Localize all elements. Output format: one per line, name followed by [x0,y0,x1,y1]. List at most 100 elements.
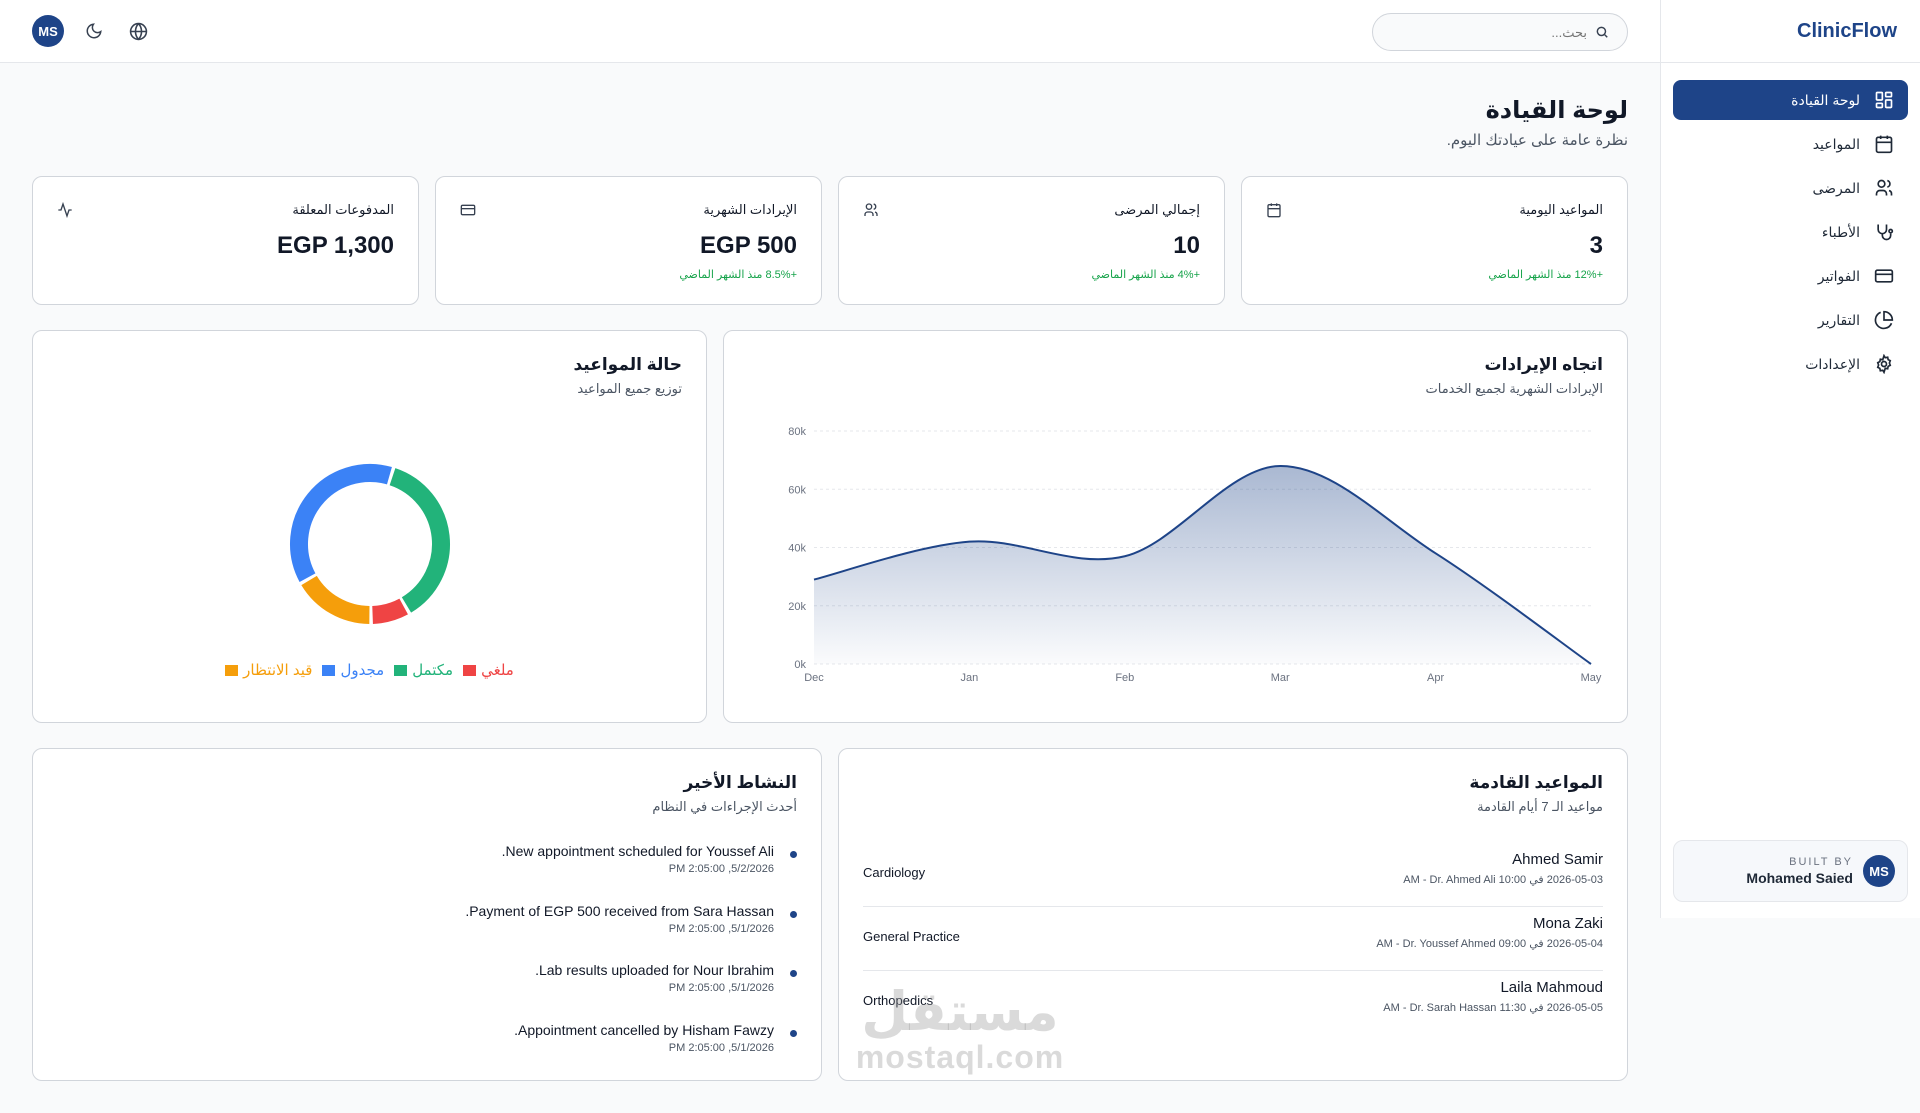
stat-card-monthly-revenue: الإيرادات الشهرية EGP 500 +8.5% منذ الشه… [435,176,822,305]
appointment-row[interactable]: Mona Zaki 2026-05-04 في 09:00 AM - Dr. Y… [863,907,1603,971]
calendar-icon [1875,135,1893,154]
legend-swatch [463,664,477,676]
patient-name: Laila Mahmoud [1500,979,1603,996]
credit-card-icon [1874,269,1894,283]
sidebar-item-appointments[interactable]: المواعيد [1673,124,1908,164]
language-button[interactable] [124,17,152,45]
revenue-title: اتجاه الإيرادات [1484,355,1603,374]
sidebar-item-invoices[interactable]: الفواتير [1673,256,1908,296]
activity-text: Appointment cancelled by Hisham Fawzy. [514,1022,774,1038]
stat-trend: +4% منذ الشهر الماضي [1091,269,1201,281]
appointment-row[interactable]: Ahmed Samir 2026-05-03 في 10:00 AM - Dr.… [863,843,1603,907]
y-tick-label: 60k [788,484,806,496]
globe-icon [129,22,147,40]
pie-chart-icon [1874,310,1894,330]
watermark-arabic: مستقل [861,982,1059,1042]
watermark-latin: mostaql.com [855,1039,1065,1075]
appointment-specialty: General Practice [863,929,960,944]
theme-toggle-button[interactable] [80,17,108,45]
stat-value: 3 [1589,232,1603,259]
revenue-subtitle: الإيرادات الشهرية لجميع الخدمات [1425,381,1604,396]
page-subtitle: نظرة عامة على عيادتك اليوم. [1446,132,1628,149]
status-donut-chart [290,464,450,624]
user-avatar[interactable]: MS [32,15,64,47]
sidebar-item-settings[interactable]: الإعدادات [1673,344,1908,384]
stat-label: المدفوعات المعلقة [292,202,394,217]
activity-text: Payment of EGP 500 received from Sara Ha… [465,903,774,919]
revenue-area-chart: 0k 20k 40k 60k 80k Dec Jan Feb Mar Apr May [788,426,1602,684]
patient-name: Ahmed Samir [1512,851,1603,868]
built-by-name: Mohamed Saied [1746,870,1853,886]
stat-label: المواعيد اليومية [1519,202,1603,217]
donut-slice[interactable] [371,598,408,624]
sidebar-item-patients[interactable]: المرضى [1673,168,1908,208]
activity-subtitle: أحدث الإجراءات في النظام [652,799,797,814]
page-title: لوحة القيادة [1485,97,1628,124]
legend-label: قيد الانتظار [243,662,313,679]
activity-item: Appointment cancelled by Hisham Fawzy. 5… [57,1022,797,1062]
sidebar-item-reports[interactable]: التقارير [1673,300,1908,340]
activity-icon [58,202,72,218]
stat-label: الإيرادات الشهرية [703,202,797,217]
activity-item: Lab results uploaded for Nour Ibrahim. 5… [57,962,797,1002]
sidebar-item-label: المواعيد [1812,135,1860,152]
x-tick-label: May [1581,672,1602,684]
donut-legend: ملغي مكتمل مجدول قيد الانتظار [33,661,706,679]
x-tick-label: Feb [1115,672,1134,684]
built-by-card: BUILT BY Mohamed Saied MS [1673,840,1908,902]
gear-icon [1876,354,1892,374]
stethoscope-icon [1877,224,1894,241]
donut-slice[interactable] [301,575,370,624]
upcoming-title: المواعيد القادمة [1469,773,1603,792]
sidebar-item-label: التقارير [1817,311,1860,328]
stat-value: EGP 500 [700,232,797,259]
stat-trend: +12% منذ الشهر الماضي [1488,269,1603,281]
legend-item[interactable]: مكتمل [394,661,453,679]
sidebar-item-label: لوحة القيادة [1791,91,1860,108]
moon-icon [86,23,102,39]
donut-slice[interactable] [290,464,392,582]
legend-label: ملغي [481,662,514,679]
bullet-dot [790,1030,797,1037]
activity-time: 5/1/2026, 2:05:00 PM [668,1042,774,1054]
activity-time: 5/1/2026, 2:05:00 PM [668,982,774,994]
brand[interactable]: ClinicFlow [1661,0,1920,63]
stat-card-pending-payments: المدفوعات المعلقة EGP 1,300 [32,176,419,305]
stat-value: EGP 1,300 [277,232,394,259]
patient-name: Mona Zaki [1532,915,1603,932]
x-tick-label: Jan [961,672,979,684]
topbar: MS [0,0,1660,63]
legend-label: مجدول [340,662,385,679]
activity-time: 5/2/2026, 2:05:00 PM [668,863,774,875]
activity-title: النشاط الأخير [683,773,797,792]
appointment-row[interactable]: Laila Mahmoud 2026-05-05 في 11:30 AM - D… [863,971,1603,1035]
search-box[interactable] [1372,13,1628,51]
revenue-line [813,464,1592,665]
stat-card-daily-appointments: المواعيد اليومية 3 +12% منذ الشهر الماضي [1241,176,1628,305]
y-tick-label: 20k [788,601,806,613]
appointment-detail: 2026-05-03 في 10:00 AM - Dr. Ahmed Ali [1403,874,1603,886]
users-icon [864,203,878,216]
donut-slice[interactable] [389,468,450,613]
legend-swatch [394,664,408,676]
appointment-status-card: حالة المواعيد توزيع جميع المواعيد ملغي مك… [32,330,707,723]
sidebar-nav: لوحة القيادة المواعيد المرضى الأطباء الف… [1661,63,1920,384]
stat-trend: +8.5% منذ الشهر الماضي [679,269,797,281]
search-input[interactable] [1387,24,1587,40]
bullet-dot [790,911,797,918]
legend-item[interactable]: ملغي [463,661,514,679]
sidebar-item-doctors[interactable]: الأطباء [1673,212,1908,252]
appointment-specialty: Cardiology [863,865,926,880]
brand-name[interactable]: ClinicFlow [1797,19,1897,42]
legend-item[interactable]: قيد الانتظار [225,661,312,679]
sidebar-item-label: الفواتير [1817,267,1860,284]
built-by-label: BUILT BY [1789,856,1853,868]
sidebar: ClinicFlow لوحة القيادة المواعيد المرضى … [1660,0,1920,918]
y-tick-label: 80k [788,426,806,438]
sidebar-item-label: الإعدادات [1805,355,1860,372]
status-title: حالة المواعيد [573,355,682,374]
sidebar-item-dashboard[interactable]: لوحة القيادة [1673,80,1908,120]
revenue-area [814,465,1591,664]
appointment-detail: 2026-05-05 في 11:30 AM - Dr. Sarah Hassa… [1383,1002,1603,1014]
legend-item[interactable]: مجدول [322,661,384,679]
